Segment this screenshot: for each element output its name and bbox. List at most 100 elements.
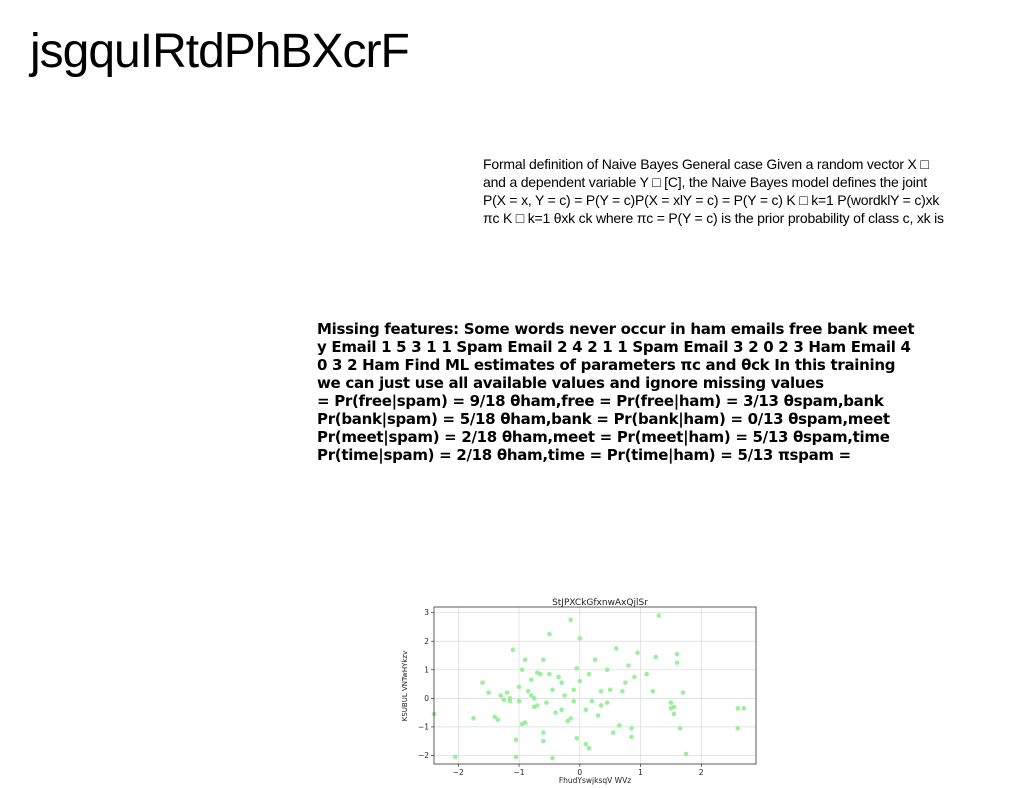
scatter-point bbox=[674, 651, 680, 657]
x-tick-label: 2 bbox=[699, 768, 704, 777]
paragraph-line: Pr(bank|spam) = 5/18 θham,bank = Pr(bank… bbox=[317, 410, 890, 428]
scatter-point bbox=[547, 631, 552, 637]
scatter-point bbox=[507, 696, 513, 701]
scatter-point bbox=[671, 704, 677, 710]
scatter-point bbox=[604, 667, 610, 673]
scatter-point bbox=[577, 636, 583, 641]
y-tick-label: 1 bbox=[424, 665, 429, 674]
scatter-point bbox=[610, 730, 616, 735]
scatter-point bbox=[519, 667, 525, 673]
paragraph-line: πc K □ k=1 θxk ck where πc = P(Y = c) is… bbox=[483, 210, 944, 226]
scatter-point bbox=[550, 755, 555, 761]
scatter-point bbox=[607, 687, 613, 693]
scatter-point bbox=[571, 698, 577, 704]
scatter-point bbox=[534, 703, 540, 708]
scatter-point bbox=[541, 738, 546, 744]
y-tick-label: 3 bbox=[424, 608, 429, 617]
scatter-point bbox=[510, 647, 516, 653]
scatter-point bbox=[680, 690, 686, 695]
scatter-point bbox=[522, 657, 528, 663]
paragraph-line: 0 3 2 Ham Find ML estimates of parameter… bbox=[317, 356, 896, 374]
scatter-point bbox=[513, 754, 519, 760]
scatter-point bbox=[583, 707, 589, 713]
scatter-point bbox=[571, 687, 577, 693]
paragraph-line: y Email 1 5 3 1 1 Spam Email 2 4 2 1 1 S… bbox=[317, 338, 911, 356]
scatter-point bbox=[741, 706, 747, 711]
scatter-point bbox=[598, 688, 604, 694]
chart-title: StJPXCkGfxnwAxQjlSr bbox=[552, 598, 648, 608]
scatter-point bbox=[668, 700, 674, 705]
scatter-point bbox=[559, 707, 564, 713]
scatter-point bbox=[541, 730, 546, 735]
scatter-point bbox=[586, 671, 592, 677]
paragraph-line: and a dependent variable Y □ [C], the Na… bbox=[483, 174, 927, 190]
scatter-point bbox=[516, 698, 522, 704]
scatter-point bbox=[504, 690, 510, 695]
x-tick-label: −2 bbox=[453, 768, 464, 777]
chart-grid bbox=[434, 607, 756, 764]
scatter-point bbox=[495, 717, 501, 723]
scatter-point bbox=[528, 693, 534, 698]
scatter-point bbox=[592, 657, 598, 663]
scatter-point bbox=[586, 746, 592, 751]
paragraph-line: P(X = x, Y = c) = P(Y = c)P(X = xlY = c)… bbox=[483, 192, 940, 208]
scatter-point bbox=[574, 736, 580, 741]
x-tick-label: 1 bbox=[638, 768, 643, 777]
scatter-point bbox=[735, 726, 741, 731]
scatter-point bbox=[671, 711, 677, 717]
scatter-point bbox=[677, 726, 683, 731]
scatter-chart-svg: StJPXCkGfxnwAxQjlSr −2 −1 0 1 2 −2 −1 0 1 2 3 Fhud… bbox=[401, 598, 757, 785]
scatter-point bbox=[735, 706, 741, 711]
scatter-point bbox=[632, 674, 637, 680]
missing-features-paragraph: Missing features: Some words never occur… bbox=[317, 320, 997, 464]
y-tick-label: 0 bbox=[424, 694, 429, 703]
paragraph-line: Formal definition of Naive Bayes General… bbox=[483, 156, 929, 172]
scatter-point bbox=[617, 723, 622, 728]
scatter-point bbox=[480, 680, 485, 685]
paragraph-line: Pr(meet|spam) = 2/18 θham,meet = Pr(meet… bbox=[317, 428, 890, 446]
scatter-point bbox=[486, 690, 491, 695]
scatter-point bbox=[598, 703, 604, 708]
paragraph-line: = Pr(free|spam) = 9/18 θham,free = Pr(fr… bbox=[317, 392, 884, 410]
scatter-point bbox=[626, 663, 631, 668]
scatter-point bbox=[553, 710, 558, 715]
scatter-point bbox=[568, 716, 573, 721]
scatter-chart: StJPXCkGfxnwAxQjlSr −2 −1 0 1 2 −2 −1 0 1 2 3 Fhud… bbox=[398, 594, 764, 786]
naive-bayes-definition-paragraph: Formal definition of Naive Bayes General… bbox=[483, 155, 1024, 227]
scatter-point bbox=[604, 700, 610, 705]
scatter-point bbox=[629, 726, 634, 731]
y-tick-label: −2 bbox=[418, 751, 429, 760]
scatter-point bbox=[629, 734, 634, 740]
scatter-point bbox=[452, 754, 458, 760]
scatter-point bbox=[589, 698, 595, 704]
scatter-point bbox=[501, 697, 507, 703]
plot-frame bbox=[433, 606, 757, 765]
scatter-point bbox=[550, 687, 555, 693]
scatter-point bbox=[574, 666, 580, 671]
scatter-point bbox=[516, 684, 522, 690]
page-title: jsgquIRtdPhBXcrF bbox=[30, 25, 410, 78]
scatter-point bbox=[565, 718, 570, 724]
scatter-point bbox=[620, 688, 625, 694]
y-tick-label: 2 bbox=[424, 637, 429, 646]
scatter-point bbox=[471, 716, 476, 721]
x-tick-label: 0 bbox=[577, 768, 582, 777]
scatter-point bbox=[498, 693, 504, 698]
scatter-point bbox=[513, 737, 519, 743]
scatter-point bbox=[528, 677, 534, 683]
scatter-point bbox=[559, 680, 564, 685]
scatter-point bbox=[653, 654, 659, 660]
paragraph-line: Missing features: Some words never occur… bbox=[317, 320, 915, 338]
scatter-point bbox=[583, 741, 589, 747]
y-tick-label: −1 bbox=[418, 722, 429, 731]
scatter-point bbox=[635, 650, 640, 655]
scatter-point bbox=[562, 693, 567, 698]
scatter-point bbox=[525, 688, 531, 694]
paragraph-line: we can just use all available values and… bbox=[317, 374, 824, 392]
scatter-point bbox=[650, 688, 656, 694]
paragraph-line: Pr(time|spam) = 2/18 θham,time = Pr(time… bbox=[317, 446, 851, 464]
scatter-point bbox=[683, 751, 689, 757]
scatter-point bbox=[522, 720, 528, 725]
scatter-point bbox=[568, 617, 573, 623]
scatter-point bbox=[674, 660, 680, 665]
